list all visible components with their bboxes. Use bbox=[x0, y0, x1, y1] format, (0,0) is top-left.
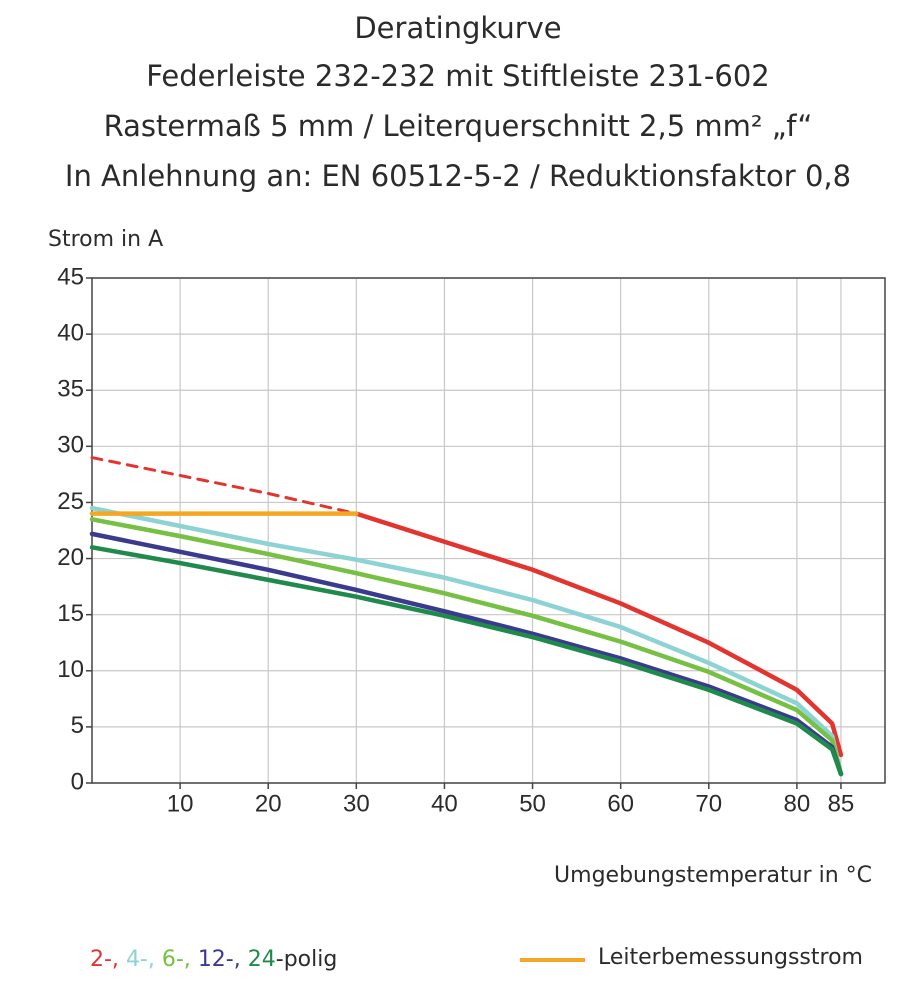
series-line bbox=[354, 511, 844, 758]
x-tick-label: 85 bbox=[828, 790, 855, 817]
y-tick-label: 30 bbox=[57, 432, 84, 459]
series-line bbox=[89, 531, 844, 777]
chart-title: Rastermaß 5 mm / Leiterquerschnitt 2,5 m… bbox=[104, 109, 813, 143]
y-tick-label: 0 bbox=[71, 768, 84, 795]
y-tick-label: 15 bbox=[57, 600, 84, 627]
legend-entry: Leiterbemessungsstrom bbox=[598, 945, 863, 970]
x-tick-label: 30 bbox=[343, 790, 370, 817]
legend: 2-, 4-, 6-, 12-, 24-polig bbox=[90, 947, 337, 972]
chart-title: Deratingkurve bbox=[354, 11, 561, 45]
y-tick-label: 20 bbox=[57, 544, 84, 571]
x-tick-label: 20 bbox=[255, 790, 282, 817]
series-line bbox=[90, 456, 358, 516]
y-tick-label: 5 bbox=[71, 712, 84, 739]
series-line bbox=[89, 545, 844, 777]
legend-entry: 2-, bbox=[90, 947, 119, 972]
y-tick-label: 35 bbox=[57, 376, 84, 403]
legend-entry: 12-, bbox=[198, 947, 241, 972]
x-tick-label: 70 bbox=[695, 790, 722, 817]
x-tick-label: 40 bbox=[431, 790, 458, 817]
y-tick-label: 40 bbox=[57, 319, 84, 346]
legend-entry: 6-, bbox=[162, 947, 191, 972]
legend-suffix: -polig bbox=[276, 947, 338, 972]
plot-frame bbox=[91, 277, 886, 784]
y-tick-label: 45 bbox=[57, 263, 84, 290]
series-line bbox=[89, 505, 844, 777]
y-axis-label: Strom in A bbox=[48, 227, 163, 252]
x-tick-label: 10 bbox=[167, 790, 194, 817]
x-axis-label: Umgebungstemperatur in °C bbox=[554, 863, 872, 888]
legend-entry: 4-, bbox=[126, 947, 155, 972]
x-tick-label: 50 bbox=[519, 790, 546, 817]
legend-entry: 24 bbox=[248, 947, 276, 972]
series-line bbox=[89, 517, 844, 777]
x-tick-label: 80 bbox=[784, 790, 811, 817]
y-tick-label: 25 bbox=[57, 488, 84, 515]
chart-title: Federleiste 232-232 mit Stiftleiste 231-… bbox=[146, 59, 769, 93]
x-tick-label: 60 bbox=[607, 790, 634, 817]
y-tick-label: 10 bbox=[57, 656, 84, 683]
chart-title: In Anlehnung an: EN 60512-5-2 / Reduktio… bbox=[65, 159, 851, 193]
